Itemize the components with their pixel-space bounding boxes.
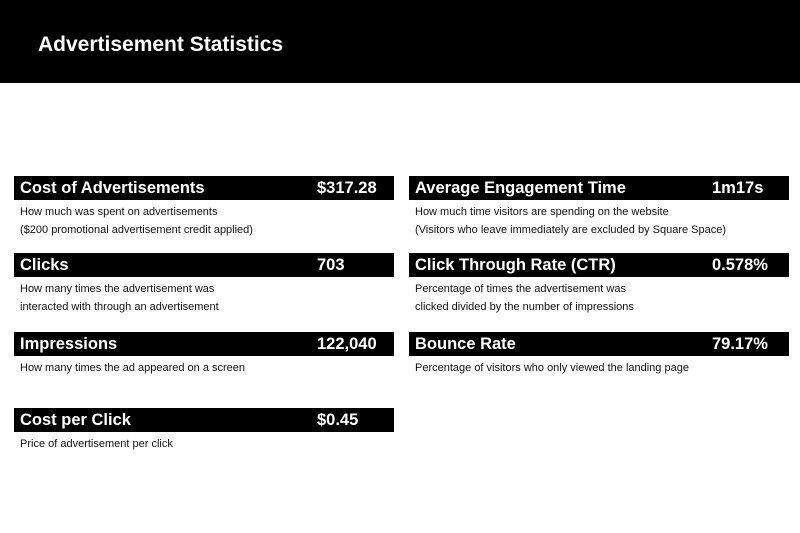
stat-bar: Clicks 703 bbox=[14, 253, 394, 277]
stat-description-line: How much time visitors are spending on t… bbox=[415, 206, 669, 218]
stat-value: $0.45 bbox=[317, 411, 359, 429]
stat-value: 122,040 bbox=[317, 335, 377, 353]
stat-description-line: How many times the advertisement was bbox=[20, 283, 215, 295]
stat-description: How many times the ad appeared on a scre… bbox=[20, 359, 394, 377]
stat-click-through-rate: Click Through Rate (CTR) 0.578% Percenta… bbox=[409, 253, 789, 316]
stat-description: Percentage of visitors who only viewed t… bbox=[415, 359, 789, 377]
stat-description-line: interacted with through an advertisement bbox=[20, 301, 219, 313]
stat-label: Cost per Click bbox=[20, 411, 131, 429]
stat-bar: Cost of Advertisements $317.28 bbox=[14, 176, 394, 200]
stat-bar: Click Through Rate (CTR) 0.578% bbox=[409, 253, 789, 277]
stat-bar: Average Engagement Time 1m17s bbox=[409, 176, 789, 200]
stat-value: $317.28 bbox=[317, 179, 377, 197]
stat-description-line: Percentage of times the advertisement wa… bbox=[415, 283, 626, 295]
stat-cost-of-advertisements: Cost of Advertisements $317.28 How much … bbox=[14, 176, 394, 239]
stat-label: Bounce Rate bbox=[415, 335, 516, 353]
stat-description-line: How much was spent on advertisements bbox=[20, 206, 218, 218]
stat-label: Click Through Rate (CTR) bbox=[415, 256, 616, 274]
page-title: Advertisement Statistics bbox=[38, 33, 284, 56]
stat-description: How much time visitors are spending on t… bbox=[415, 203, 789, 239]
stat-average-engagement-time: Average Engagement Time 1m17s How much t… bbox=[409, 176, 789, 239]
stat-description: Price of advertisement per click bbox=[20, 435, 394, 453]
stat-label: Average Engagement Time bbox=[415, 179, 626, 197]
stat-bar: Impressions 122,040 bbox=[14, 332, 394, 356]
stat-description: How much was spent on advertisements ($2… bbox=[20, 203, 394, 239]
stat-description-line: How many times the ad appeared on a scre… bbox=[20, 362, 246, 374]
stat-description-line: clicked divided by the number of impress… bbox=[415, 301, 634, 313]
stat-description-line: ($200 promotional advertisement credit a… bbox=[20, 224, 253, 236]
stat-clicks: Clicks 703 How many times the advertisem… bbox=[14, 253, 394, 316]
stat-value: 79.17% bbox=[712, 335, 768, 353]
stat-description: Percentage of times the advertisement wa… bbox=[415, 280, 789, 316]
stat-label: Impressions bbox=[20, 335, 118, 353]
stat-bounce-rate: Bounce Rate 79.17% Percentage of visitor… bbox=[409, 332, 789, 377]
stat-bar: Cost per Click $0.45 bbox=[14, 408, 394, 432]
header-bar: Advertisement Statistics bbox=[0, 0, 800, 83]
stat-bar: Bounce Rate 79.17% bbox=[409, 332, 789, 356]
stat-value: 0.578% bbox=[712, 256, 768, 274]
stat-value: 1m17s bbox=[712, 179, 764, 197]
stat-impressions: Impressions 122,040 How many times the a… bbox=[14, 332, 394, 377]
stat-cost-per-click: Cost per Click $0.45 Price of advertisem… bbox=[14, 408, 394, 453]
stat-value: 703 bbox=[317, 256, 345, 274]
stat-description: How many times the advertisement was int… bbox=[20, 280, 394, 316]
stat-label: Cost of Advertisements bbox=[20, 179, 205, 197]
stat-description-line: Percentage of visitors who only viewed t… bbox=[415, 362, 689, 374]
stat-label: Clicks bbox=[20, 256, 69, 274]
stat-description-line: Price of advertisement per click bbox=[20, 438, 173, 450]
stat-description-line: (Visitors who leave immediately are excl… bbox=[415, 224, 727, 236]
